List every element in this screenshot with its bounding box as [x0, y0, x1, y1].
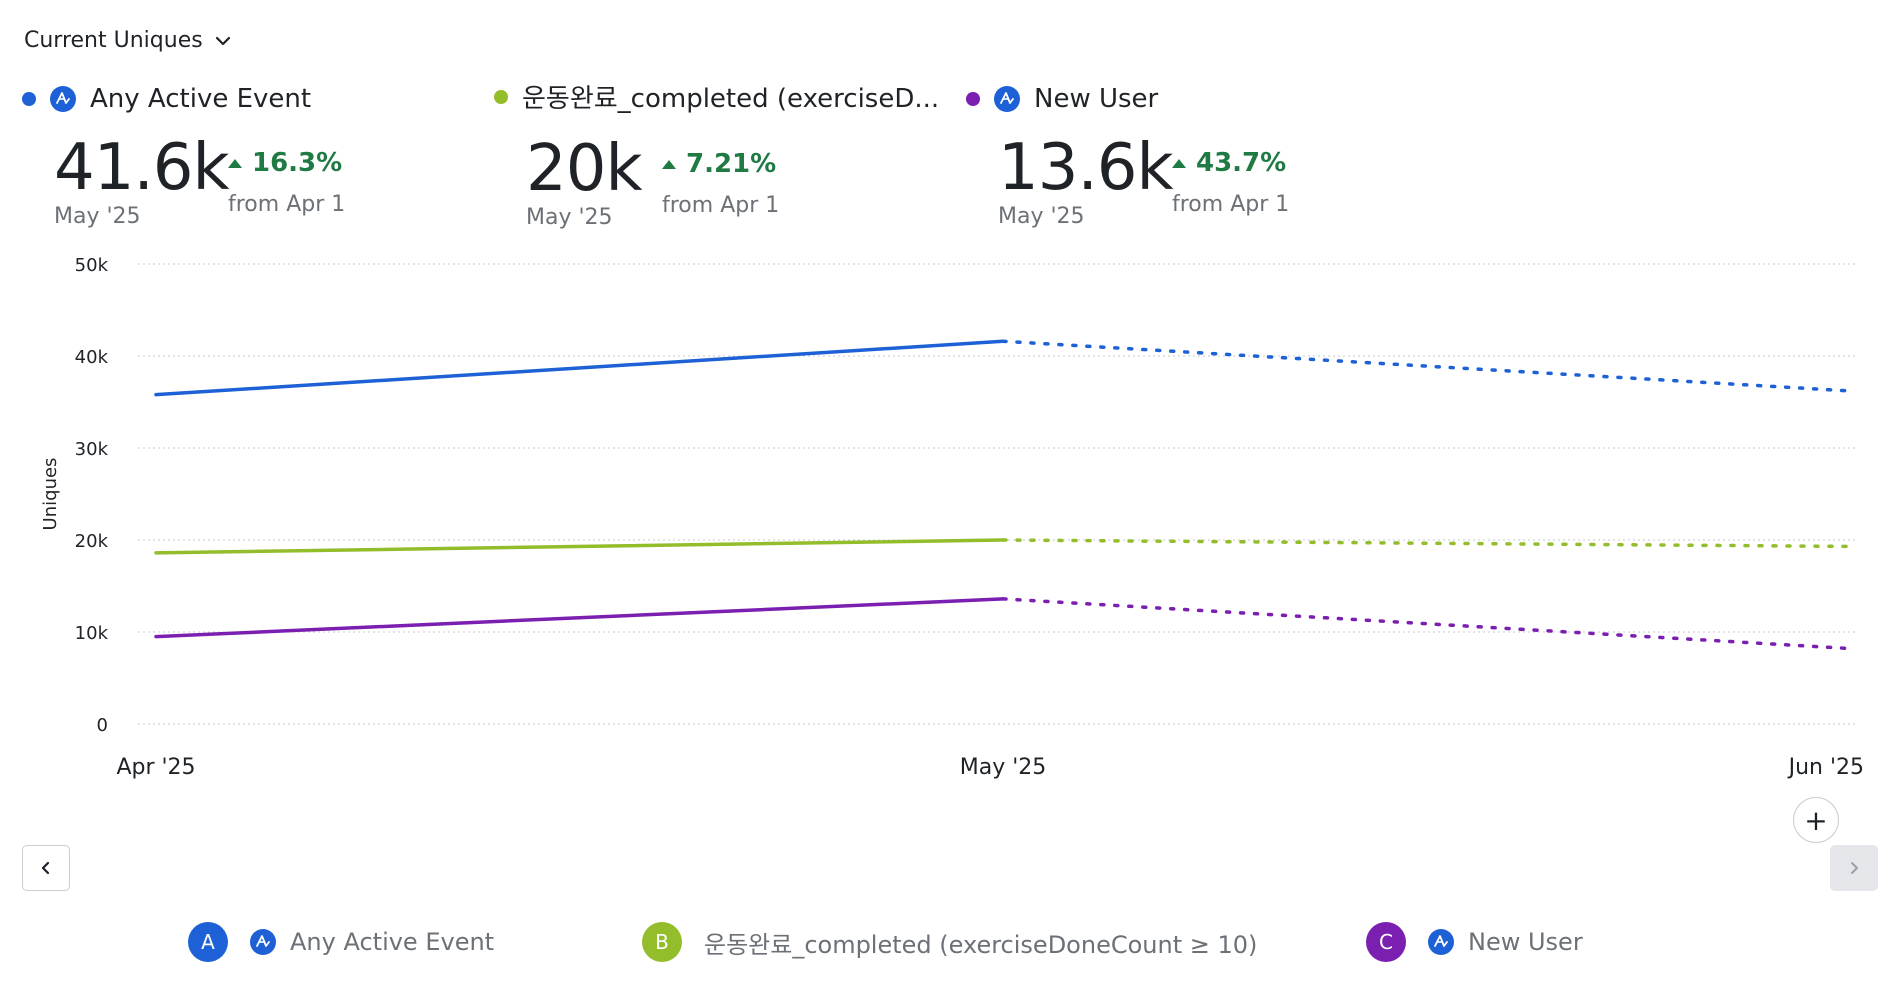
legend-label: Any Active Event: [290, 928, 495, 956]
x-tick-label: May '25: [960, 755, 1047, 780]
amplitude-icon: [1428, 929, 1454, 955]
previous-page-button[interactable]: [22, 845, 70, 891]
stat-from: from Apr 1: [1172, 192, 1290, 217]
legend-label: 운동완료_completed (exerciseDoneCount ≥ 10): [704, 930, 1258, 959]
y-tick-label: 20k: [75, 531, 109, 552]
legend-item-c[interactable]: C New User: [1366, 922, 1583, 962]
series-badge: A: [188, 922, 228, 962]
series-line-0: [154, 339, 1005, 397]
next-page-button[interactable]: [1830, 845, 1878, 891]
line-chart: 0 10k 20k 30k 40k 50k Uniques Apr '25 May '25 Jun…: [40, 255, 1864, 780]
chevron-right-icon: [1851, 862, 1858, 874]
series-color-dot: [966, 92, 980, 106]
stat-delta: 7.21%: [662, 149, 779, 179]
y-tick-label: 40k: [75, 347, 109, 368]
stat-new-user: New User 13.6k May '25 43.7% from Apr 1: [966, 84, 1289, 229]
legend-item-b[interactable]: B 운동완료_completed (exerciseDoneCount ≥ 10…: [642, 922, 1257, 962]
metric-selector[interactable]: Current Uniques: [24, 28, 233, 53]
series-badge: C: [1366, 922, 1406, 962]
stat-period: May '25: [526, 205, 613, 230]
arrow-up-icon: [662, 159, 676, 169]
series-projection-line-0: [1001, 339, 1852, 393]
y-axis-label: Uniques: [40, 458, 61, 531]
stat-value: 13.6k: [998, 131, 1174, 205]
stat-any-active-event: Any Active Event 41.6k May '25 16.3% fro…: [22, 84, 345, 229]
y-tick-label: 10k: [75, 623, 109, 644]
amplitude-icon: [50, 86, 76, 112]
series-badge: B: [642, 922, 682, 962]
legend-label: New User: [1468, 928, 1583, 956]
y-tick-label: 50k: [75, 255, 109, 276]
y-tick-label: 0: [97, 715, 108, 736]
x-tick-label: Apr '25: [116, 755, 195, 780]
series-color-dot: [22, 92, 36, 106]
series-line-1: [154, 538, 1005, 555]
stat-name: Any Active Event: [90, 84, 312, 114]
series-projection-line-1: [1001, 538, 1852, 549]
chevron-down-icon: [215, 36, 230, 45]
arrow-up-icon: [228, 158, 242, 168]
stat-from: from Apr 1: [228, 192, 346, 217]
x-tick-label: Jun '25: [1787, 755, 1864, 780]
metric-selector-label: Current Uniques: [24, 28, 203, 53]
amplitude-icon: [250, 929, 276, 955]
arrow-up-icon: [1172, 158, 1186, 168]
legend-item-a[interactable]: A Any Active Event: [188, 922, 494, 962]
y-tick-label: 30k: [75, 439, 109, 460]
series-color-dot: [494, 89, 508, 104]
stat-period: May '25: [54, 204, 141, 229]
stat-delta: 16.3%: [228, 148, 345, 178]
chevron-left-icon: [41, 861, 50, 875]
stat-name: New User: [1034, 84, 1159, 114]
stat-exercise-completed: 운동완료_completed (exerciseD... 20k May '25…: [494, 78, 939, 230]
series-projection-line-2: [1001, 597, 1852, 651]
series-line-2: [154, 597, 1005, 639]
add-button[interactable]: +: [1793, 797, 1839, 843]
stat-value: 41.6k: [54, 131, 230, 205]
amplitude-icon: [994, 86, 1020, 112]
stat-from: from Apr 1: [662, 193, 780, 218]
add-button-label: +: [1804, 803, 1828, 837]
stat-name: 운동완료_completed (exerciseD...: [522, 84, 940, 114]
stat-delta: 43.7%: [1172, 148, 1289, 178]
stat-value: 20k: [526, 132, 643, 206]
stat-period: May '25: [998, 204, 1085, 229]
